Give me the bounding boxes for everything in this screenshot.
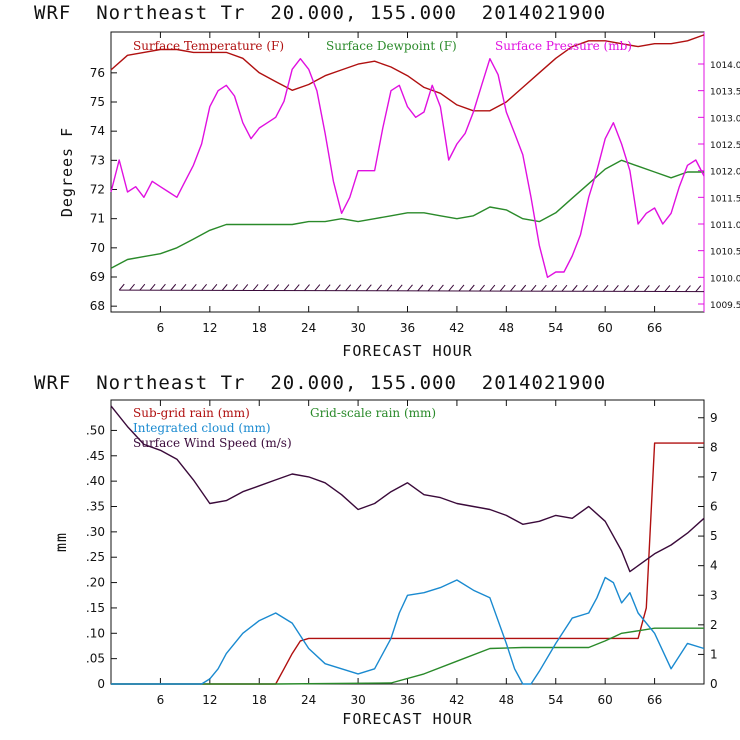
chart1-series-surface-dewpoint-f [110, 159, 704, 269]
chart1-x-tick-label: 36 [400, 321, 415, 335]
chart1-y2-tick-label: 1014.0 [710, 61, 740, 71]
chart1-legend-entry: Surface Dewpoint (F) [326, 39, 457, 53]
chart2-header: WRF Northeast Tr 20.000, 155.000 2014021… [34, 372, 607, 394]
chart2-y-tick-label: .20 [86, 576, 105, 590]
chart2-y2-tick-label: 9 [710, 411, 718, 425]
chart2-y-tick-label: .45 [86, 449, 105, 463]
chart1-y-tick-label: 69 [90, 270, 105, 284]
chart2-y-tick-label: .50 [86, 423, 105, 437]
chart2-legend-entry: Surface Wind Speed (m/s) [133, 436, 292, 450]
chart1-x-tick-label: 24 [301, 321, 316, 335]
chart2-series-sub-grid-rain-mm [111, 442, 704, 685]
chart1-legend-entry: Surface Pressure (mb) [495, 39, 632, 53]
chart2-y-tick-label: .25 [86, 550, 105, 564]
chart2-legend-entry: Grid-scale rain (mm) [310, 406, 436, 420]
chart2-y2-tick-label: 3 [710, 588, 718, 602]
chart1-y-tick-label: 73 [90, 153, 105, 167]
chart2-y2-tick-label: 6 [710, 500, 718, 514]
chart2-y2-tick-label: 8 [710, 440, 718, 454]
chart1-y-tick-label: 72 [90, 183, 105, 197]
chart2-x-tick-label: 30 [350, 693, 365, 707]
chart2-y-tick-label: .10 [86, 626, 105, 640]
chart1-x-tick-label: 48 [499, 321, 514, 335]
chart2-y-tick-label: .30 [86, 525, 105, 539]
chart2-x-tick-label: 24 [301, 693, 316, 707]
chart1-y-tick-label: 68 [90, 299, 105, 313]
chart1-y2-tick-label: 1009.5 [710, 301, 740, 311]
chart1-y2-tick-label: 1011.5 [710, 194, 740, 204]
chart2-y2-tick-label: 0 [710, 677, 718, 691]
chart1-y-tick-label: 75 [90, 95, 105, 109]
chart1-y2-tick-label: 1010.5 [710, 248, 740, 258]
chart2-y-tick-label: .05 [86, 652, 105, 666]
chart2-x-tick-label: 12 [202, 693, 217, 707]
chart1-y2-tick-label: 1011.0 [710, 221, 740, 231]
chart2-y2-tick-label: 4 [710, 559, 718, 573]
chart2-y-tick-label: .15 [86, 601, 105, 615]
chart1-series-surface-pressure-mb [110, 58, 705, 278]
chart1-x-tick-label: 6 [157, 321, 165, 335]
chart1-x-tick-label: 66 [647, 321, 662, 335]
chart2-y-tick-label: .35 [86, 500, 105, 514]
chart1-x-tick-label: 30 [350, 321, 365, 335]
chart1-series-surface-temperature-f [110, 34, 705, 112]
chart2-x-axis-label: FORECAST HOUR [342, 710, 472, 728]
chart1-x-tick-label: 12 [202, 321, 217, 335]
chart1-plot-frame [110, 31, 705, 313]
chart1-y2-tick-label: 1010.0 [710, 274, 740, 284]
chart1-header: WRF Northeast Tr 20.000, 155.000 2014021… [34, 2, 607, 24]
chart1-wind-barbs [118, 283, 702, 292]
chart2-x-tick-label: 42 [449, 693, 464, 707]
chart1-x-tick-label: 42 [449, 321, 464, 335]
chart2-y-tick-label: .40 [86, 474, 105, 488]
chart2-y2-tick-label: 7 [710, 470, 718, 484]
chart1-x-tick-label: 60 [598, 321, 613, 335]
chart1-y2-tick-label: 1012.0 [710, 168, 740, 178]
chart2-x-tick-label: 18 [252, 693, 267, 707]
chart2-x-tick-label: 54 [548, 693, 563, 707]
chart1-y-axis-label: Degrees F [58, 127, 76, 217]
chart1-wind-barb-shaft [119, 289, 705, 293]
chart2-series-surface-wind-speed-m-s [110, 405, 705, 573]
chart1-y2-tick-label: 1013.5 [710, 88, 740, 98]
chart1-legend-entry: Surface Temperature (F) [133, 39, 284, 53]
chart2-y-tick-label: 0 [97, 677, 105, 691]
chart2-legend-entry: Sub-grid rain (mm) [133, 406, 250, 420]
chart1-y2-tick-label: 1012.5 [710, 141, 740, 151]
chart2-x-tick-label: 6 [157, 693, 165, 707]
chart2-x-tick-label: 36 [400, 693, 415, 707]
chart2-y2-tick-label: 1 [710, 647, 718, 661]
chart2-series-integrated-cloud-mm [111, 576, 705, 685]
chart2-y-axis-label: mm [52, 532, 70, 552]
chart2-legend-entry: Integrated cloud (mm) [133, 421, 271, 435]
chart1-x-tick-label: 18 [252, 321, 267, 335]
chart1-y2-tick-label: 1013.0 [710, 114, 740, 124]
chart2-x-tick-label: 60 [598, 693, 613, 707]
chart1-y-tick-label: 71 [90, 212, 105, 226]
chart1-y-tick-label: 70 [90, 241, 105, 255]
chart2-x-tick-label: 48 [499, 693, 514, 707]
chart1-y-tick-label: 76 [90, 66, 105, 80]
chart2-y2-tick-label: 5 [710, 529, 718, 543]
chart2-x-tick-label: 66 [647, 693, 662, 707]
chart2-series-grid-scale-rain-mm [111, 627, 704, 685]
chart1-x-tick-label: 54 [548, 321, 563, 335]
chart1-y-tick-label: 74 [90, 124, 105, 138]
chart2-y2-tick-label: 2 [710, 618, 718, 632]
chart1-x-axis-label: FORECAST HOUR [342, 342, 472, 360]
